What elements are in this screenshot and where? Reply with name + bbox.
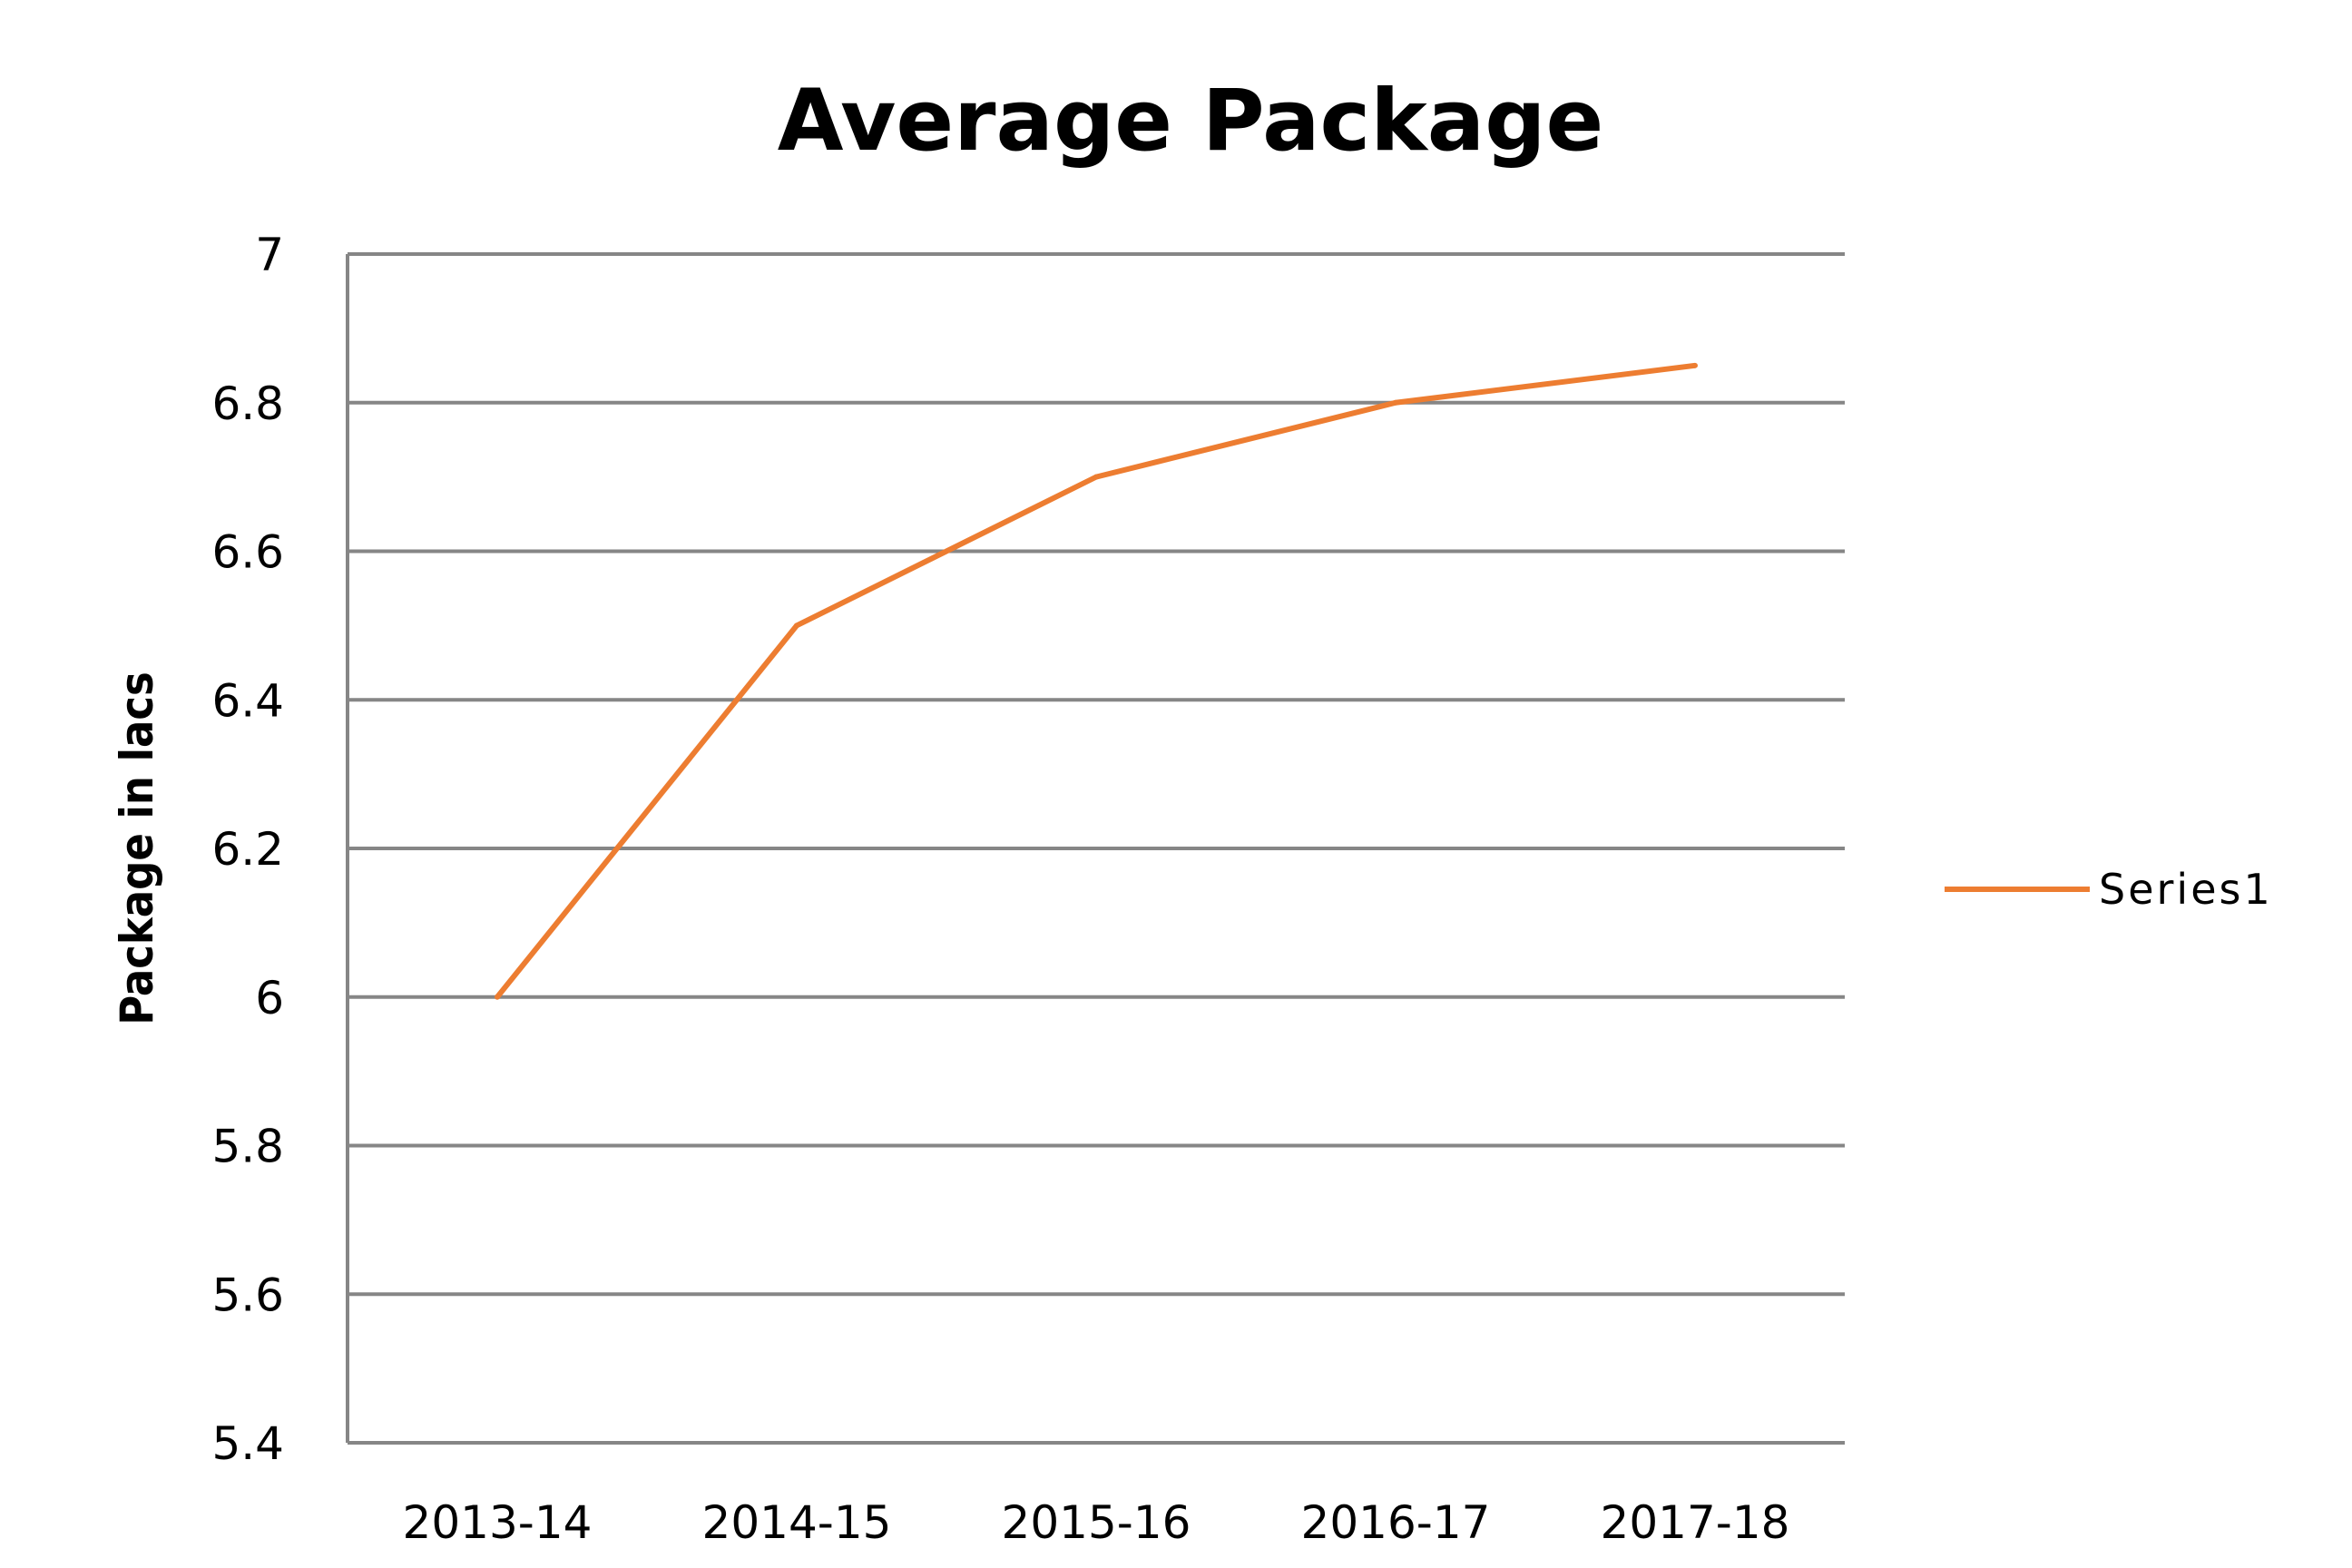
- data-point: [1093, 474, 1099, 480]
- data-point: [794, 622, 799, 629]
- y-axis-ticks: 5.4 5.6 5.8 6 6.2 6.4 6.6 6.8 7: [211, 229, 284, 1470]
- chart-title: Average Package: [778, 72, 1604, 171]
- y-tick-label: 6.6: [211, 526, 284, 579]
- data-point: [495, 994, 500, 1000]
- series-line-0: [495, 362, 1696, 999]
- y-tick-label: 6.2: [211, 823, 284, 876]
- y-tick-label: 5.6: [211, 1269, 284, 1321]
- x-tick-label: 2015-16: [1002, 1496, 1191, 1549]
- y-tick-label: 6.8: [211, 377, 284, 430]
- gridlines: [348, 252, 1845, 1445]
- series-layer: [495, 362, 1698, 1000]
- x-tick-label: 2017-18: [1601, 1496, 1790, 1549]
- data-point: [1692, 362, 1698, 368]
- x-tick-label: 2014-15: [702, 1496, 892, 1549]
- y-tick-label: 7: [255, 229, 284, 281]
- x-tick-label: 2016-17: [1301, 1496, 1491, 1549]
- x-axis-ticks: 2013-14 2014-15 2015-16 2016-17 2017-18: [403, 1496, 1790, 1549]
- y-tick-label: 6.4: [211, 674, 284, 727]
- y-axis-label: Package in lacs: [111, 671, 163, 1025]
- legend: Series1: [1945, 865, 2273, 914]
- y-tick-label: 5.4: [211, 1417, 284, 1470]
- data-point: [1393, 399, 1398, 406]
- legend-label-series1: Series1: [2099, 865, 2273, 914]
- x-tick-label: 2013-14: [403, 1496, 593, 1549]
- y-tick-label: 5.8: [211, 1121, 284, 1173]
- y-tick-label: 6: [255, 972, 284, 1024]
